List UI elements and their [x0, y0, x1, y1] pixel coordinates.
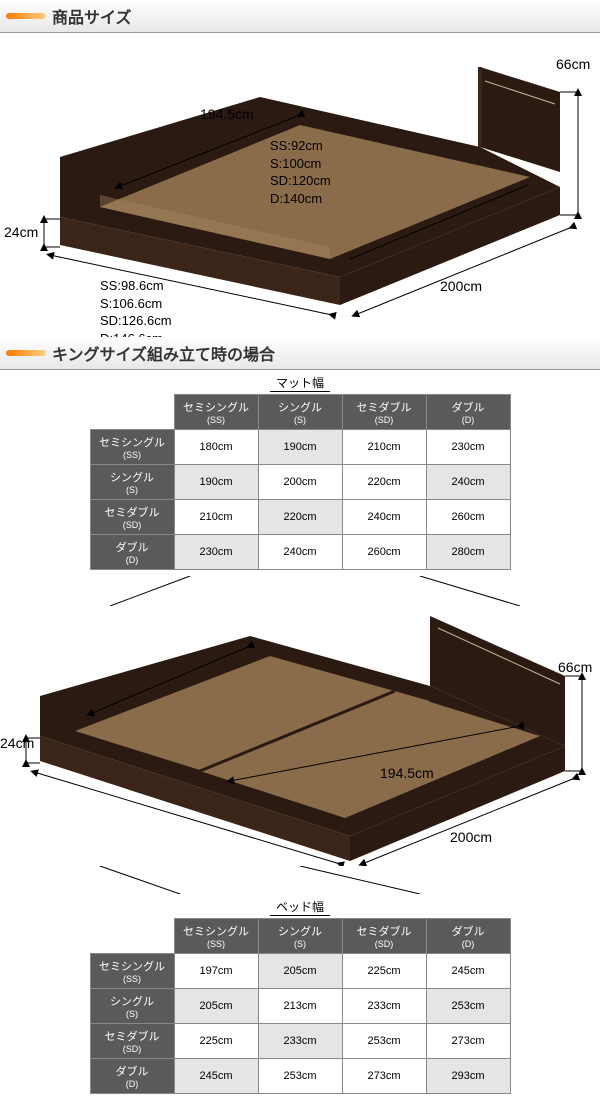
table-col-header: ダブル(D): [426, 395, 510, 430]
table-cell: 220cm: [258, 500, 342, 535]
table-row-header: ダブル(D): [90, 535, 174, 570]
table-cell: 253cm: [342, 1024, 426, 1059]
dim2-outer-length: 200cm: [450, 828, 492, 846]
table-row-header: シングル(S): [90, 465, 174, 500]
dim2-head-height: 66cm: [558, 658, 592, 676]
table-cell: 233cm: [258, 1024, 342, 1059]
table-col-header: シングル(S): [258, 919, 342, 954]
table-cell: 213cm: [258, 989, 342, 1024]
table-cell: 220cm: [342, 465, 426, 500]
table-row-header: シングル(S): [90, 989, 174, 1024]
table-cell: 230cm: [426, 430, 510, 465]
table-row-header: セミダブル(SD): [90, 500, 174, 535]
dim2-side-height: 24cm: [0, 734, 34, 752]
outer-width-s: S:106.6cm: [100, 295, 172, 313]
table-cell: 190cm: [174, 465, 258, 500]
table-cell: 190cm: [258, 430, 342, 465]
dim-head-height: 66cm: [556, 55, 590, 73]
dim-inner-length: 194.5cm: [200, 105, 254, 123]
table-cell: 197cm: [174, 954, 258, 989]
table-col-header: セミシングル(SS): [174, 919, 258, 954]
table-row-header: ダブル(D): [90, 1059, 174, 1094]
table-cell: 180cm: [174, 430, 258, 465]
table-cell: 210cm: [342, 430, 426, 465]
table-row-header: セミシングル(SS): [90, 430, 174, 465]
inner-width-sd: SD:120cm: [270, 172, 331, 190]
table-cell: 245cm: [174, 1059, 258, 1094]
table-col-header: セミダブル(SD): [342, 919, 426, 954]
table-cell: 200cm: [258, 465, 342, 500]
table-cell: 273cm: [426, 1024, 510, 1059]
table-cell: 205cm: [258, 954, 342, 989]
table-cell: 245cm: [426, 954, 510, 989]
table-bed-title: ベッド幅: [270, 898, 330, 916]
table-cell: 253cm: [426, 989, 510, 1024]
header-product-size: 商品サイズ: [0, 0, 600, 33]
table-row-header: セミシングル(SS): [90, 954, 174, 989]
outer-width-sd: SD:126.6cm: [100, 312, 172, 330]
table-cell: 233cm: [342, 989, 426, 1024]
dim-inner-widths: SS:92cm S:100cm SD:120cm D:140cm: [270, 137, 331, 207]
table-cell: 253cm: [258, 1059, 342, 1094]
table-col-header: ダブル(D): [426, 919, 510, 954]
table-cell: 205cm: [174, 989, 258, 1024]
table-cell: 225cm: [174, 1024, 258, 1059]
table-cell: 273cm: [342, 1059, 426, 1094]
dim-side-height: 24cm: [4, 223, 38, 241]
inner-width-d: D:140cm: [270, 190, 331, 208]
inner-width-s: S:100cm: [270, 155, 331, 173]
table-cell: 225cm: [342, 954, 426, 989]
table-row-header: セミダブル(SD): [90, 1024, 174, 1059]
table-cell: 240cm: [342, 500, 426, 535]
diagram-single-bed: 194.5cm SS:92cm S:100cm SD:120cm D:140cm…: [0, 37, 600, 337]
table-col-header: セミダブル(SD): [342, 395, 426, 430]
table-cell: 230cm: [174, 535, 258, 570]
header-king-assembly: キングサイズ組み立て時の場合: [0, 337, 600, 370]
table-bed-width: セミシングル(SS)シングル(S)セミダブル(SD)ダブル(D)セミシングル(S…: [90, 918, 511, 1094]
table-col-header: シングル(S): [258, 395, 342, 430]
table-cell: 210cm: [174, 500, 258, 535]
outer-width-ss: SS:98.6cm: [100, 277, 172, 295]
table-mat-width: セミシングル(SS)シングル(S)セミダブル(SD)ダブル(D)セミシングル(S…: [90, 394, 511, 570]
table-cell: 260cm: [342, 535, 426, 570]
table-cell: 240cm: [258, 535, 342, 570]
table-cell: 293cm: [426, 1059, 510, 1094]
table-col-header: セミシングル(SS): [174, 395, 258, 430]
table-cell: 240cm: [426, 465, 510, 500]
dim-outer-length: 200cm: [440, 277, 482, 295]
inner-width-ss: SS:92cm: [270, 137, 331, 155]
dim2-inner-length: 194.5cm: [380, 764, 434, 782]
table-mat-title: マット幅: [270, 374, 330, 392]
table-cell: 280cm: [426, 535, 510, 570]
table-cell: 260cm: [426, 500, 510, 535]
diagram-king-bed: 24cm 66cm 194.5cm 200cm: [0, 606, 600, 866]
